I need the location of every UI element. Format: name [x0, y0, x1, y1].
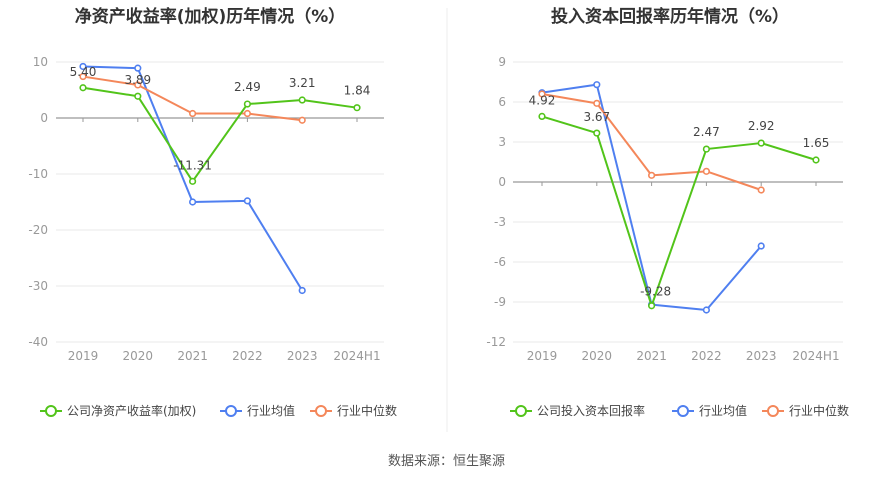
- chart-0-series-0-point[interactable]: [353, 104, 361, 112]
- chart-1-series-2-point[interactable]: [538, 90, 546, 98]
- chart-0-legend-item-1[interactable]: 行业均值: [220, 403, 295, 418]
- chart-0-x-tick-label: 2022: [232, 349, 263, 363]
- chart-1-legend-label: 行业均值: [699, 403, 747, 418]
- chart-1-series-0-point[interactable]: [702, 145, 711, 153]
- chart-1-data-label: 1.65: [803, 136, 830, 150]
- chart-1-y-tick-label: 9: [498, 55, 506, 69]
- chart-0-series-0-point[interactable]: [298, 96, 306, 104]
- chart-1-series-2-point[interactable]: [702, 167, 711, 175]
- chart-0-y-tick-label: -40: [28, 335, 48, 349]
- chart-1-y-tick-label: 0: [498, 175, 506, 189]
- chart-0-series-1-point[interactable]: [243, 197, 251, 205]
- chart-0-y-tick-label: -30: [28, 279, 48, 293]
- chart-1-x-tick-label: 2023: [746, 349, 777, 363]
- chart-0-x-tick-label: 2019: [68, 349, 99, 363]
- chart-0-x-tick-label: 2023: [287, 349, 318, 363]
- chart-0-data-label: 3.21: [289, 76, 316, 90]
- chart-0-data-label: 1.84: [344, 84, 371, 98]
- chart-0-x-tick-label: 2021: [177, 349, 208, 363]
- chart-1-series-1-line: [541, 83, 762, 311]
- chart-1-legend-swatch-marker: [515, 405, 527, 417]
- chart-0-legend-item-2[interactable]: 行业中位数: [310, 403, 397, 418]
- chart-0-title: 净资产收益率(加权)历年情况（%）: [75, 6, 346, 27]
- chart-1-x-tick-label: 2022: [691, 349, 722, 363]
- chart-1-legend-item-1[interactable]: 行业均值: [672, 403, 747, 418]
- chart-1-legend-swatch-marker: [767, 405, 779, 417]
- chart-1-y-tick-label: 3: [498, 135, 506, 149]
- chart-1-x-tick-label: 2019: [527, 349, 558, 363]
- chart-1-data-label: 3.67: [583, 110, 610, 124]
- chart-0-series-0-line: [82, 86, 358, 183]
- chart-0-series-2-point[interactable]: [189, 109, 197, 118]
- chart-1-series-0-point[interactable]: [538, 112, 546, 120]
- chart-0-series-2-point[interactable]: [298, 116, 306, 124]
- chart-1-y-tick-label: -6: [494, 255, 506, 269]
- data-source-footer: 数据来源：恒生聚源: [388, 454, 505, 469]
- chart-1-data-label: 2.47: [693, 125, 720, 139]
- chart-0-legend-swatch-marker: [225, 405, 237, 417]
- chart-1-series-1-point[interactable]: [702, 306, 711, 314]
- chart-1-legend-item-2[interactable]: 行业中位数: [762, 403, 849, 418]
- chart-0-series-1-point[interactable]: [79, 62, 87, 71]
- chart-0-data-label: 5.40: [70, 65, 97, 79]
- chart-0-data-label: 3.89: [124, 73, 151, 87]
- chart-1-title: 投入资本回报率历年情况（%）: [551, 6, 789, 27]
- chart-1-series-2-point[interactable]: [647, 171, 656, 179]
- chart-1-series-0-point[interactable]: [593, 129, 601, 137]
- chart-0-y-tick-label: -20: [28, 223, 48, 237]
- chart-0-series-0-point[interactable]: [189, 177, 197, 185]
- chart-0-data-label: -11.31: [173, 158, 212, 172]
- chart-0-series-1-point[interactable]: [298, 286, 306, 295]
- chart-0-legend-swatch-marker: [45, 405, 57, 417]
- chart-0-x-tick-label: 2020: [123, 349, 154, 363]
- chart-0-legend-label: 公司净资产收益率(加权): [67, 403, 196, 418]
- chart-0-series-0-point[interactable]: [134, 92, 142, 100]
- chart-1-data-label: 4.92: [529, 93, 556, 107]
- chart-1-series-0-point[interactable]: [812, 156, 820, 164]
- chart-1-series-0-point[interactable]: [647, 302, 656, 310]
- chart-1-data-label: 2.92: [748, 119, 775, 133]
- chart-0-y-tick-label: 10: [33, 55, 48, 69]
- chart-0-series-2-point[interactable]: [79, 72, 87, 81]
- chart-1-x-tick-label: 2024H1: [792, 349, 839, 363]
- chart-0-series-2-point[interactable]: [243, 109, 251, 118]
- chart-0-legend-label: 行业中位数: [337, 403, 397, 418]
- chart-1-y-tick-label: -9: [494, 295, 506, 309]
- chart-0-series-1-point[interactable]: [189, 198, 197, 206]
- chart-0-data-label: 2.49: [234, 80, 261, 94]
- chart-1-y-tick-label: 6: [498, 95, 506, 109]
- chart-1-x-tick-label: 2020: [582, 349, 613, 363]
- chart-1-series-0-point[interactable]: [757, 139, 765, 147]
- chart-0-legend-swatch-marker: [315, 405, 327, 417]
- chart-0-legend-item-0[interactable]: 公司净资产收益率(加权): [40, 403, 196, 418]
- chart-0-y-tick-label: -10: [28, 167, 48, 181]
- chart-1-legend-label: 公司投入资本回报率: [537, 403, 645, 418]
- chart-0-series-2-point[interactable]: [134, 81, 142, 89]
- chart-1-series-2-point[interactable]: [757, 186, 765, 194]
- chart-1-data-label: -9.28: [640, 285, 671, 299]
- chart-1-series-1-point[interactable]: [757, 242, 765, 250]
- chart-0-x-tick-label: 2024H1: [333, 349, 380, 363]
- chart-0-series-0-point[interactable]: [79, 84, 87, 92]
- chart-1-y-tick-label: -12: [486, 335, 506, 349]
- chart-1-x-tick-label: 2021: [636, 349, 667, 363]
- chart-0-series-0-point[interactable]: [243, 100, 251, 108]
- chart-0-legend-label: 行业均值: [247, 403, 295, 418]
- chart-1-legend-swatch-marker: [677, 405, 689, 417]
- chart-1-y-tick-label: -3: [494, 215, 506, 229]
- chart-1-legend-item-0[interactable]: 公司投入资本回报率: [510, 403, 645, 418]
- chart-0-y-tick-label: 0: [40, 111, 48, 125]
- chart-1-legend-label: 行业中位数: [789, 403, 849, 418]
- chart-1-series-1-point[interactable]: [593, 81, 601, 89]
- chart-1-series-0-line: [541, 115, 817, 307]
- chart-1-series-2-point[interactable]: [593, 99, 601, 107]
- chart-0-series-1-point[interactable]: [134, 64, 142, 72]
